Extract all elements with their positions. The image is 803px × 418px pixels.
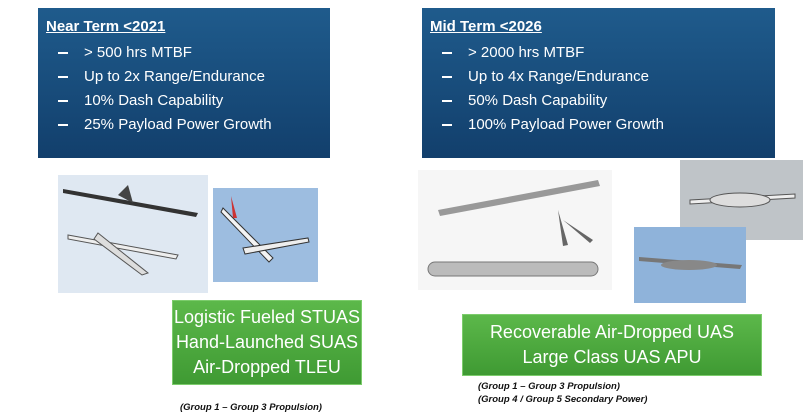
note-line: (Group 1 – Group 3 Propulsion): [180, 401, 322, 414]
note: (Group 1 – Group 3 Propulsion): [180, 401, 322, 414]
capability: Logistic Fueled STUAS: [173, 305, 361, 330]
bullet-text: 50% Dash Capability: [468, 92, 607, 109]
bullet: 50% Dash Capability: [442, 89, 775, 113]
note-line: (Group 1 – Group 3 Propulsion): [478, 380, 647, 393]
bullet: 10% Dash Capability: [58, 89, 330, 113]
bullet-dash: [58, 76, 68, 78]
aircraft-photo: [58, 175, 208, 293]
bullet-text: 10% Dash Capability: [84, 92, 223, 109]
bullet: > 500 hrs MTBF: [58, 41, 330, 65]
bullet: 100% Payload Power Growth: [442, 113, 775, 137]
panel-title: Mid Term <2026: [430, 18, 775, 35]
bullet-dash: [442, 52, 452, 54]
bullet-text: 25% Payload Power Growth: [84, 116, 272, 133]
bullet-text: > 500 hrs MTBF: [84, 44, 192, 61]
note-line: (Group 4 / Group 5 Secondary Power): [478, 393, 647, 406]
capability-box: Recoverable Air-Dropped UAS Large Class …: [462, 314, 762, 376]
capability: Large Class UAS APU: [463, 345, 761, 370]
aircraft-photo: [418, 170, 612, 290]
bullet-text: 100% Payload Power Growth: [468, 116, 664, 133]
aircraft-photo: [634, 227, 746, 303]
capability-box: Logistic Fueled STUAS Hand-Launched SUAS…: [172, 300, 362, 385]
bullet-text: > 2000 hrs MTBF: [468, 44, 584, 61]
bullet-dash: [58, 52, 68, 54]
note: (Group 1 – Group 3 Propulsion) (Group 4 …: [478, 380, 647, 406]
slide: Near Term <2021 > 500 hrs MTBF Up to 2x …: [0, 0, 803, 418]
mid-term-panel: Mid Term <2026 > 2000 hrs MTBF Up to 4x …: [422, 8, 775, 158]
bullet-dash: [442, 76, 452, 78]
bullet-text: Up to 2x Range/Endurance: [84, 68, 265, 85]
bullet-text: Up to 4x Range/Endurance: [468, 68, 649, 85]
capability: Recoverable Air-Dropped UAS: [463, 320, 761, 345]
panel-title: Near Term <2021: [46, 18, 330, 35]
bullet-list: > 2000 hrs MTBF Up to 4x Range/Endurance…: [430, 41, 775, 137]
bullet-dash: [58, 124, 68, 126]
near-term-panel: Near Term <2021 > 500 hrs MTBF Up to 2x …: [38, 8, 330, 158]
aircraft-photo: [213, 188, 318, 282]
capability: Hand-Launched SUAS: [173, 330, 361, 355]
bullet: 25% Payload Power Growth: [58, 113, 330, 137]
bullet-dash: [58, 100, 68, 102]
bullet: Up to 4x Range/Endurance: [442, 65, 775, 89]
capability: Air-Dropped TLEU: [173, 355, 361, 380]
bullet: > 2000 hrs MTBF: [442, 41, 775, 65]
bullet-dash: [442, 100, 452, 102]
bullet-list: > 500 hrs MTBF Up to 2x Range/Endurance …: [46, 41, 330, 137]
bullet-dash: [442, 124, 452, 126]
bullet: Up to 2x Range/Endurance: [58, 65, 330, 89]
